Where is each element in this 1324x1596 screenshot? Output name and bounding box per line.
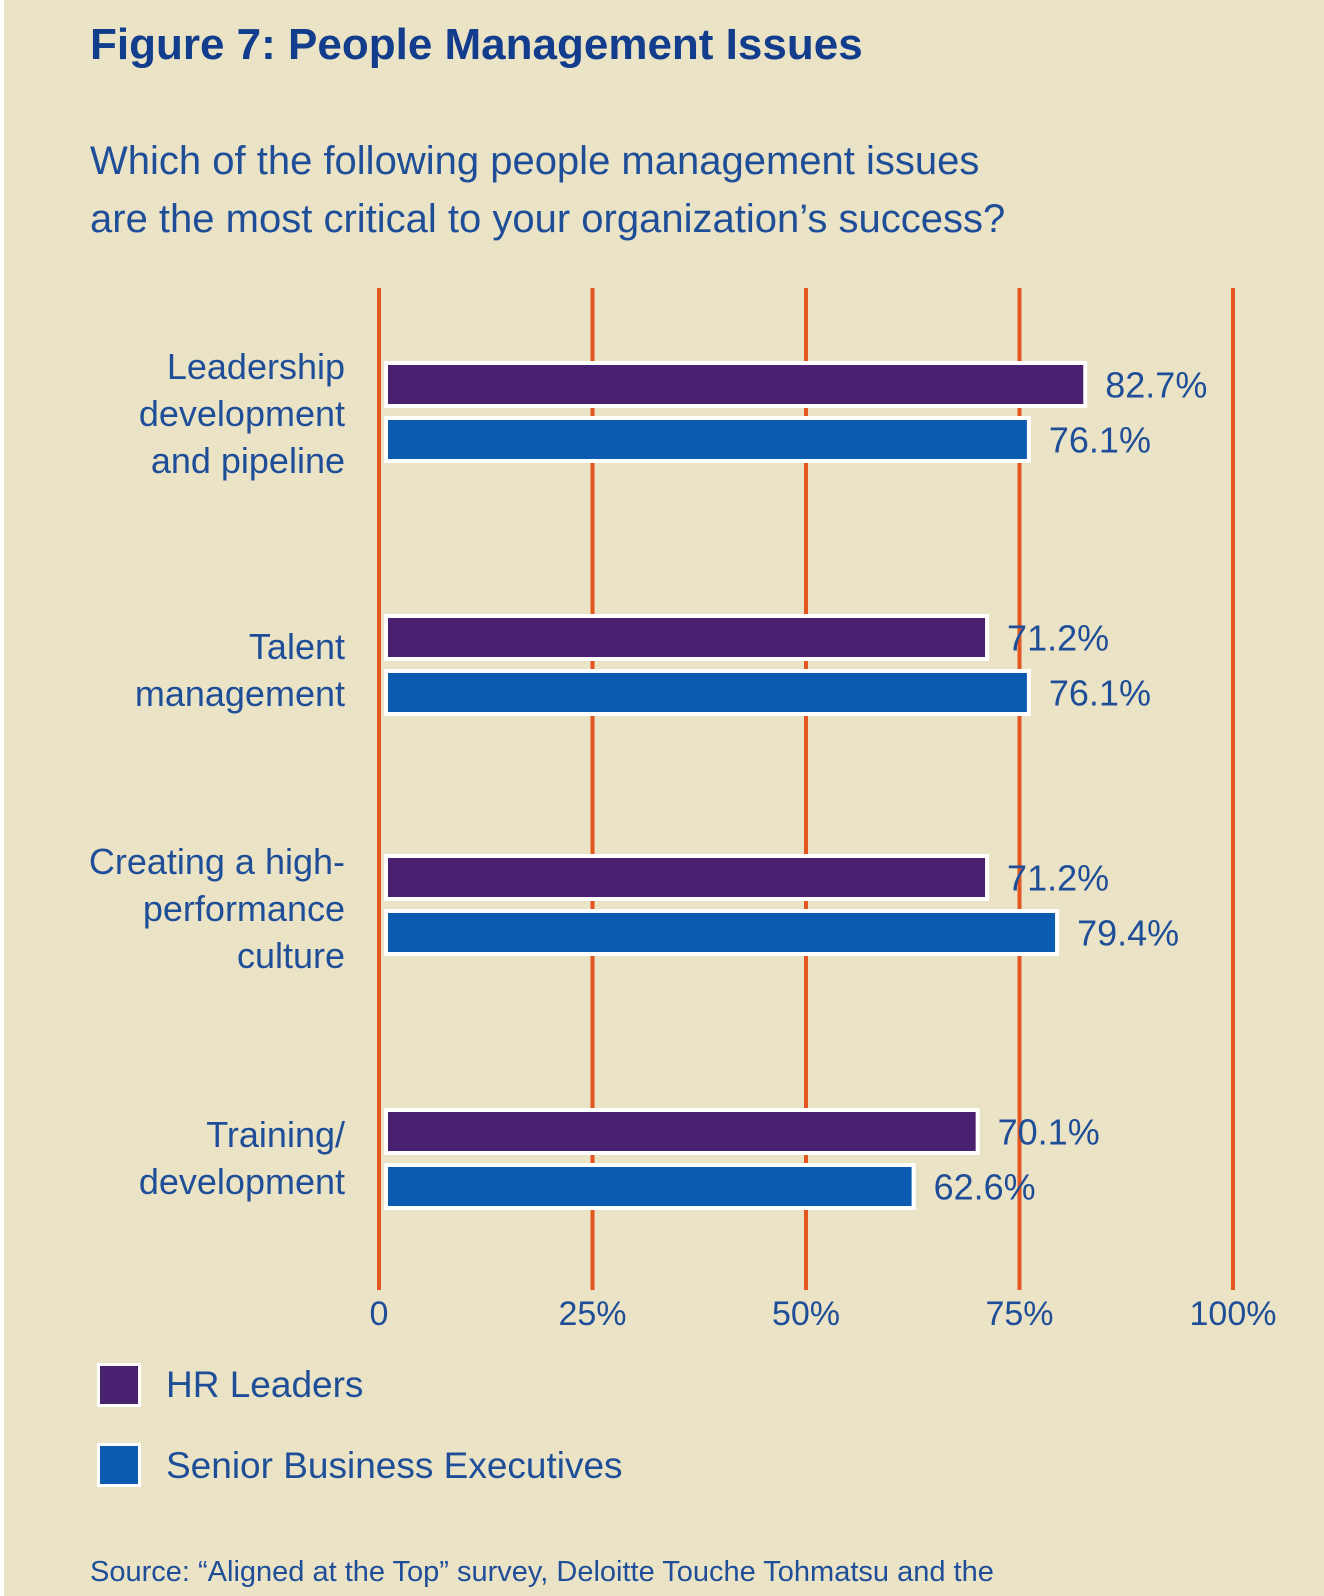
value-label-0-3: 70.1% [998, 1112, 1100, 1153]
bar-chart: 0 25% 50% 75% 100% Leadership development and p… [89, 288, 1277, 1333]
value-label-1-0: 76.1% [1049, 420, 1151, 461]
value-label-1-3: 62.6% [934, 1167, 1036, 1208]
chart-title: Figure 7: People Management Issues [90, 20, 863, 69]
value-label-0-1: 71.2% [1007, 618, 1109, 659]
category-label-1: Talent management [135, 626, 345, 714]
bar-hr-leaders-2 [384, 854, 990, 901]
tick-label-25: 25% [558, 1295, 626, 1333]
legend-swatch-hr-leaders [97, 1363, 141, 1407]
legend-label-hr-leaders: HR Leaders [166, 1364, 364, 1405]
bar-senior-executives-2 [384, 909, 1060, 956]
subtitle-line-1: Which of the following people management… [90, 139, 980, 183]
subtitle-line-2: are the most critical to your organizati… [90, 197, 1006, 241]
chart-panel [4, 0, 1324, 1596]
legend-swatch-senior-executives [97, 1443, 141, 1487]
source-note: Source: “Aligned at the Top” survey, Del… [90, 1556, 994, 1588]
category-label-3: Training/development [139, 1114, 345, 1202]
tick-label-100: 100% [1190, 1295, 1277, 1333]
value-label-0-0: 82.7% [1105, 365, 1207, 406]
legend-label-senior-executives: Senior Business Executives [166, 1445, 623, 1486]
bar-hr-leaders-1 [384, 614, 990, 661]
tick-label-50: 50% [772, 1295, 840, 1333]
labels: 0 25% 50% 75% 100% Leadership development and p… [89, 346, 1277, 1333]
tick-label-75: 75% [985, 1295, 1053, 1333]
value-label-1-1: 76.1% [1049, 673, 1151, 714]
bar-senior-executives-3 [384, 1163, 916, 1210]
bar-senior-executives-0 [384, 416, 1031, 463]
chart-subtitle: Which of the following people management… [90, 132, 1005, 248]
category-label-0: Leadership development and pipeline [139, 346, 345, 481]
bar-hr-leaders-0 [384, 361, 1088, 408]
value-label-0-2: 71.2% [1007, 858, 1109, 899]
bar-senior-executives-1 [384, 669, 1031, 716]
bars [384, 361, 1088, 1210]
tick-label-0: 0 [370, 1295, 389, 1333]
category-label-2: Creating a high-performance culture [89, 841, 345, 976]
bar-hr-leaders-3 [384, 1108, 980, 1155]
value-label-1-2: 79.4% [1077, 913, 1179, 954]
